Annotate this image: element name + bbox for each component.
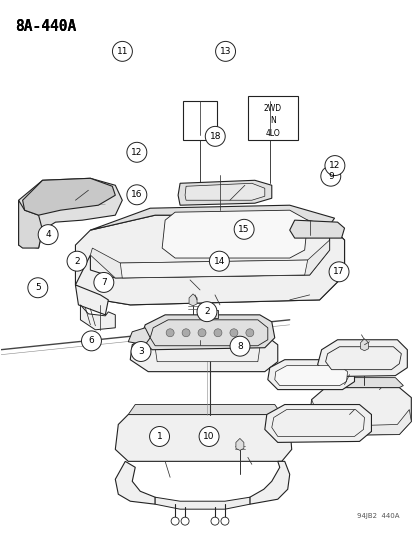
Circle shape bbox=[209, 251, 229, 271]
Circle shape bbox=[234, 220, 254, 239]
Circle shape bbox=[229, 329, 237, 337]
Polygon shape bbox=[155, 340, 259, 362]
Polygon shape bbox=[90, 240, 329, 278]
Polygon shape bbox=[309, 387, 411, 435]
Circle shape bbox=[166, 329, 174, 337]
Circle shape bbox=[131, 342, 151, 361]
Text: 2WD: 2WD bbox=[263, 104, 281, 113]
Polygon shape bbox=[120, 260, 307, 278]
Text: 2: 2 bbox=[204, 307, 209, 316]
Polygon shape bbox=[289, 220, 344, 238]
Polygon shape bbox=[360, 339, 368, 351]
Polygon shape bbox=[19, 179, 122, 248]
Circle shape bbox=[149, 426, 169, 447]
Polygon shape bbox=[23, 179, 115, 215]
Circle shape bbox=[112, 42, 132, 61]
Text: 8: 8 bbox=[237, 342, 242, 351]
Polygon shape bbox=[267, 360, 354, 390]
Polygon shape bbox=[128, 328, 150, 345]
Text: 17: 17 bbox=[332, 268, 344, 276]
Polygon shape bbox=[155, 497, 249, 509]
Circle shape bbox=[28, 278, 47, 298]
Polygon shape bbox=[178, 180, 271, 205]
Polygon shape bbox=[80, 305, 115, 330]
Text: 11: 11 bbox=[116, 47, 128, 56]
Circle shape bbox=[197, 329, 206, 337]
Polygon shape bbox=[264, 405, 370, 442]
Text: 9: 9 bbox=[327, 172, 333, 181]
Polygon shape bbox=[325, 377, 402, 387]
Polygon shape bbox=[115, 415, 291, 462]
Circle shape bbox=[199, 426, 218, 447]
Text: 8A-440A: 8A-440A bbox=[14, 19, 76, 34]
Text: 16: 16 bbox=[131, 190, 142, 199]
Text: 12: 12 bbox=[131, 148, 142, 157]
FancyBboxPatch shape bbox=[183, 101, 216, 140]
Polygon shape bbox=[150, 320, 267, 346]
Polygon shape bbox=[90, 205, 334, 230]
Circle shape bbox=[324, 156, 344, 175]
Polygon shape bbox=[148, 325, 267, 335]
Text: 14: 14 bbox=[213, 257, 225, 265]
Circle shape bbox=[38, 225, 58, 245]
Text: 12: 12 bbox=[328, 161, 340, 170]
Circle shape bbox=[67, 251, 87, 271]
Polygon shape bbox=[128, 405, 281, 415]
Text: 10: 10 bbox=[203, 432, 214, 441]
Text: 1: 1 bbox=[156, 432, 162, 441]
Polygon shape bbox=[115, 462, 155, 504]
Circle shape bbox=[221, 517, 228, 525]
Polygon shape bbox=[162, 210, 307, 258]
Circle shape bbox=[182, 329, 190, 337]
Circle shape bbox=[214, 329, 221, 337]
Text: 13: 13 bbox=[219, 47, 231, 56]
Polygon shape bbox=[271, 409, 363, 437]
Text: 94JB2  440A: 94JB2 440A bbox=[356, 513, 399, 519]
Polygon shape bbox=[185, 183, 264, 200]
Circle shape bbox=[215, 42, 235, 61]
Text: 18: 18 bbox=[209, 132, 221, 141]
Polygon shape bbox=[140, 315, 274, 350]
Circle shape bbox=[328, 262, 348, 282]
Polygon shape bbox=[75, 215, 344, 305]
Text: 5: 5 bbox=[35, 283, 40, 292]
Text: 15: 15 bbox=[238, 225, 249, 234]
Polygon shape bbox=[75, 285, 108, 315]
Polygon shape bbox=[325, 347, 400, 370]
Circle shape bbox=[171, 517, 179, 525]
Circle shape bbox=[230, 336, 249, 356]
Text: 4: 4 bbox=[45, 230, 51, 239]
Text: 4LO: 4LO bbox=[265, 129, 280, 138]
Circle shape bbox=[126, 185, 147, 205]
Circle shape bbox=[205, 126, 225, 147]
Circle shape bbox=[180, 517, 189, 525]
Polygon shape bbox=[274, 366, 347, 385]
Text: 8A-440A: 8A-440A bbox=[14, 19, 76, 34]
Polygon shape bbox=[309, 400, 411, 435]
Polygon shape bbox=[189, 294, 197, 306]
Circle shape bbox=[320, 166, 340, 186]
Polygon shape bbox=[19, 200, 43, 248]
Polygon shape bbox=[202, 310, 217, 318]
Text: 3: 3 bbox=[138, 347, 143, 356]
Text: 7: 7 bbox=[101, 278, 107, 287]
Text: 2: 2 bbox=[74, 257, 80, 265]
Circle shape bbox=[126, 142, 147, 162]
Circle shape bbox=[211, 517, 218, 525]
Circle shape bbox=[94, 272, 114, 293]
FancyBboxPatch shape bbox=[247, 95, 297, 140]
Circle shape bbox=[245, 329, 253, 337]
Text: N: N bbox=[269, 116, 275, 125]
Text: 6: 6 bbox=[88, 336, 94, 345]
Circle shape bbox=[197, 302, 216, 321]
Polygon shape bbox=[235, 439, 243, 450]
Polygon shape bbox=[130, 335, 277, 372]
Polygon shape bbox=[75, 225, 344, 305]
Polygon shape bbox=[317, 340, 406, 377]
Polygon shape bbox=[249, 462, 289, 504]
Circle shape bbox=[81, 331, 101, 351]
